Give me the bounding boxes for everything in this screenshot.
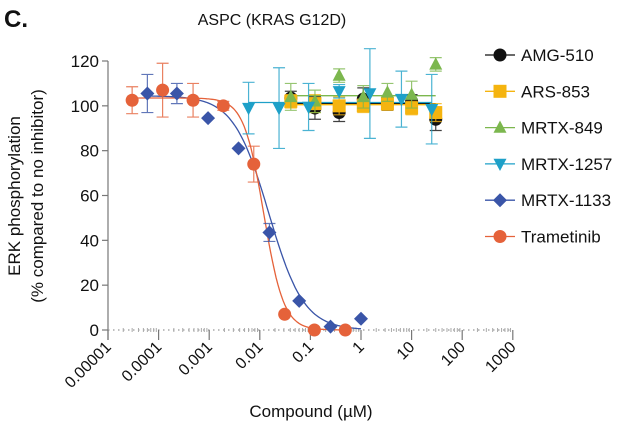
legend-item-mrtx-1133: MRTX-1133 [485, 191, 611, 210]
data-point [380, 97, 394, 111]
data-point [323, 319, 338, 334]
legend-marker [493, 120, 507, 133]
y-tick-label: 60 [80, 187, 99, 206]
legend-marker [493, 158, 507, 172]
data-point [278, 307, 292, 321]
fit-curves [132, 95, 436, 331]
x-axis-label: Compound (µM) [249, 402, 372, 421]
data-point [356, 89, 370, 103]
series-mrtx-1257 [242, 48, 439, 150]
series-mrtx-849 [284, 57, 443, 114]
data-point [332, 86, 346, 99]
data-point [186, 93, 200, 107]
data-point [332, 68, 346, 81]
data-point [405, 87, 419, 100]
legend-marker [493, 48, 507, 62]
legend-marker [493, 230, 507, 243]
x-tick-label: 10 [394, 339, 419, 364]
y-tick-label: 40 [80, 231, 99, 250]
data-points [125, 48, 443, 337]
data-point [262, 225, 277, 240]
data-point [429, 57, 443, 70]
data-point [425, 103, 439, 117]
x-tick-label: 0.1 [289, 339, 317, 367]
series-mrtx-1133 [140, 73, 368, 334]
x-tick-label: 0.001 [176, 339, 216, 379]
data-point [247, 157, 261, 171]
data-point [354, 311, 368, 326]
y-axis-label-line2: (% compared to no inhibitor) [28, 89, 47, 303]
data-point [156, 83, 170, 97]
legend-marker [493, 84, 507, 98]
legend-label: MRTX-849 [521, 119, 603, 138]
data-point [169, 86, 184, 101]
legend-label: MRTX-1133 [521, 191, 611, 210]
legend-item-trametinib: Trametinib [485, 228, 601, 247]
data-point [307, 323, 321, 337]
data-point [231, 141, 246, 156]
data-point [292, 293, 307, 308]
panel-label: C. [4, 6, 28, 33]
data-point [363, 88, 377, 101]
data-point [394, 93, 408, 107]
data-point [242, 102, 256, 116]
legend-item-ars-853: ARS-853 [485, 82, 590, 101]
legend-label: Trametinib [521, 228, 601, 247]
legend-label: ARS-853 [521, 82, 590, 101]
legend-item-amg-510: AMG-510 [485, 46, 594, 65]
data-point [380, 85, 394, 98]
legend-label: AMG-510 [521, 46, 594, 65]
data-point [284, 89, 298, 103]
x-tick-label: 0.0001 [119, 339, 166, 386]
x-tick-label: 0.01 [233, 339, 267, 373]
legend-marker [493, 193, 507, 208]
y-tick-label: 20 [80, 276, 99, 295]
y-tick-label: 0 [90, 321, 99, 340]
data-point [125, 93, 139, 107]
chart-title: ASPC (KRAS G12D) [198, 12, 346, 29]
fit-curve-mrtx-1133 [147, 95, 362, 330]
y-tick-label: 100 [71, 97, 99, 116]
data-point [201, 111, 216, 126]
x-tick-label: 1000 [482, 339, 519, 376]
y-tick-label: 80 [80, 142, 99, 161]
y-axis-label-line1: ERK phosphorylation [5, 116, 24, 276]
legend-item-mrtx-849: MRTX-849 [485, 119, 603, 138]
x-tick-label: 1 [350, 339, 368, 357]
data-point [302, 101, 316, 115]
data-point [272, 102, 286, 116]
data-point [216, 99, 230, 113]
data-point [140, 86, 155, 101]
legend: AMG-510 ARS-853 MRTX-849 MRTX-1257 MRTX-1133… [485, 46, 612, 247]
legend-label: MRTX-1257 [521, 155, 612, 174]
y-tick-label: 120 [71, 52, 99, 71]
data-point [338, 323, 352, 337]
series-trametinib [125, 62, 352, 337]
data-point [332, 99, 346, 113]
x-tick-label: 100 [438, 339, 469, 370]
legend-item-mrtx-1257: MRTX-1257 [485, 155, 612, 174]
x-tick-label: 0.00001 [62, 339, 115, 392]
